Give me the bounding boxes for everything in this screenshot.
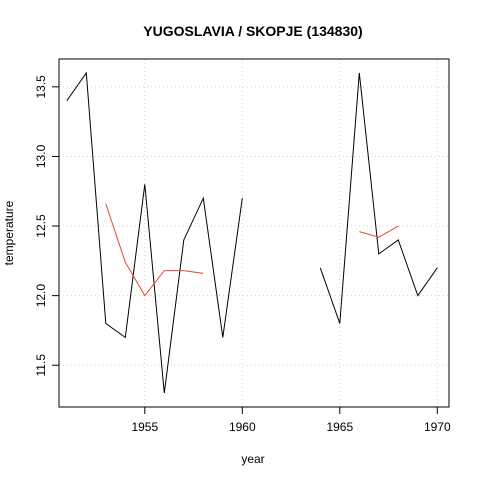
- y-tick-label: 11.5: [34, 354, 48, 377]
- series-lines: [66, 71, 438, 394]
- x-tick-label: 1965: [326, 420, 353, 434]
- plot-frame: [58, 58, 450, 408]
- axes: 1955 1960 1965 1970 11.5 12.0 12.5 13.0 13.5: [34, 58, 451, 434]
- series-line-2: [359, 225, 399, 238]
- series-line-1: [66, 71, 243, 394]
- series-line-2: [105, 203, 204, 297]
- y-tick-label: 12.0: [34, 284, 48, 308]
- x-tick-label: 1970: [424, 420, 451, 434]
- x-tick-label: 1955: [131, 420, 158, 434]
- chart-title: YUGOSLAVIA / SKOPJE (134830): [143, 23, 362, 39]
- series-line-1: [319, 72, 438, 324]
- x-tick-label: 1960: [229, 420, 256, 434]
- y-tick-label: 13.5: [34, 75, 48, 99]
- x-axis-label: year: [241, 452, 264, 466]
- grid-lines: [59, 59, 449, 407]
- y-axis-label: temperature: [2, 200, 16, 265]
- y-tick-label: 13.0: [34, 144, 48, 168]
- y-tick-label: 12.5: [34, 214, 48, 238]
